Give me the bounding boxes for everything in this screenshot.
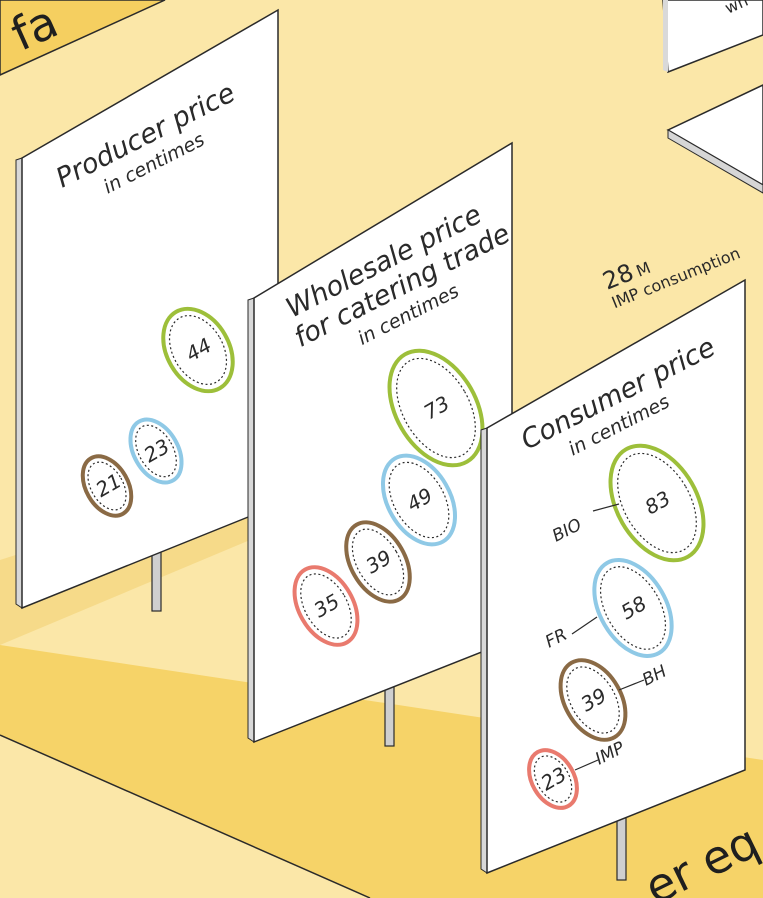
top-right-box [662,0,763,74]
wholesale-bubble-bh: 39 [344,520,412,604]
consumer-bubble-bio: 83 [608,443,706,563]
wholesale-sign-side [247,297,255,743]
leader-line-fr [571,616,598,635]
leader-line-bh [618,679,645,691]
producer-sign-board [21,8,279,610]
producer-sign-side [15,157,23,609]
consumer-sign: Consumer price in centimes 83 58 39 23 B… [480,278,746,881]
producer-bubble-bh: 21 [80,454,134,518]
producer-bubble-fr: 23 [128,417,184,485]
wholesale-bubble-imp: 35 [292,565,360,647]
producer-bubble-bio: 44 [161,306,235,394]
producer-sign: Producer price in centimes 44 23 21 [15,8,279,612]
consumer-bubble-fr: 58 [592,558,674,658]
wholesale-bubble-bio: 73 [387,348,485,468]
wholesale-bubble-fr: 49 [380,453,458,547]
top-left-platform [0,0,166,76]
consumer-bubble-bh: 39 [558,658,628,742]
right-platform-edge [667,129,763,194]
leader-line-bio [592,503,620,512]
leader-line-imp [574,759,599,771]
top-right-box-side [663,0,668,72]
floor-edge-line [0,734,371,898]
right-platform [666,84,763,186]
consumer-bubble-imp: 23 [527,748,579,810]
consumer-sign-side [480,427,488,874]
